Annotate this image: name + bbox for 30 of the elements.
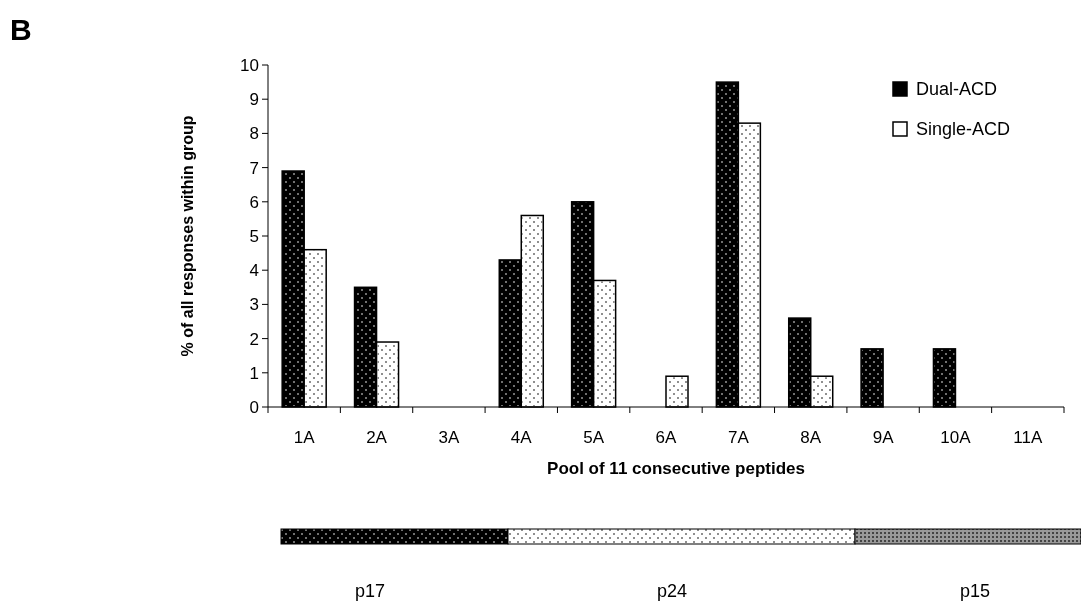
legend-label: Single-ACD [916, 119, 1011, 140]
x-tick-label: 1A [293, 428, 316, 447]
x-tick-label: 2A [366, 428, 388, 447]
y-tick-label: 6 [249, 192, 259, 212]
x-tick-label: 11A [1013, 428, 1043, 447]
y-tick-label: 8 [249, 124, 259, 144]
legend-label: Dual-ACD [916, 79, 998, 100]
y-axis-title: % of all responses within group [179, 115, 196, 357]
y-tick-label: 1 [249, 363, 259, 383]
x-tick-label: 4A [510, 428, 533, 447]
x-tick-label: 5A [583, 428, 605, 447]
y-tick-label: 0 [249, 397, 259, 417]
text: B [10, 13, 32, 46]
text: p17 [354, 581, 386, 601]
y-tick-label: 2 [249, 329, 259, 349]
x-tick-label: 6A [655, 428, 678, 447]
x-tick-label: 10A [940, 428, 972, 447]
y-tick-label: 5 [249, 226, 259, 246]
x-tick-label: 3A [438, 428, 460, 447]
x-tick-label: 7A [727, 428, 750, 447]
y-tick-label: 7 [249, 158, 259, 178]
x-axis-title: Pool of 11 consecutive peptides [547, 459, 805, 478]
x-tick-label: 9A [872, 428, 895, 447]
y-tick-label: 9 [249, 90, 259, 110]
y-tick-label: 3 [249, 295, 259, 315]
text: p24 [656, 581, 688, 601]
y-tick-label: 4 [249, 261, 259, 281]
text: p15 [959, 581, 991, 601]
x-tick-label: 8A [800, 428, 822, 447]
y-tick-label: 10 [240, 55, 259, 75]
